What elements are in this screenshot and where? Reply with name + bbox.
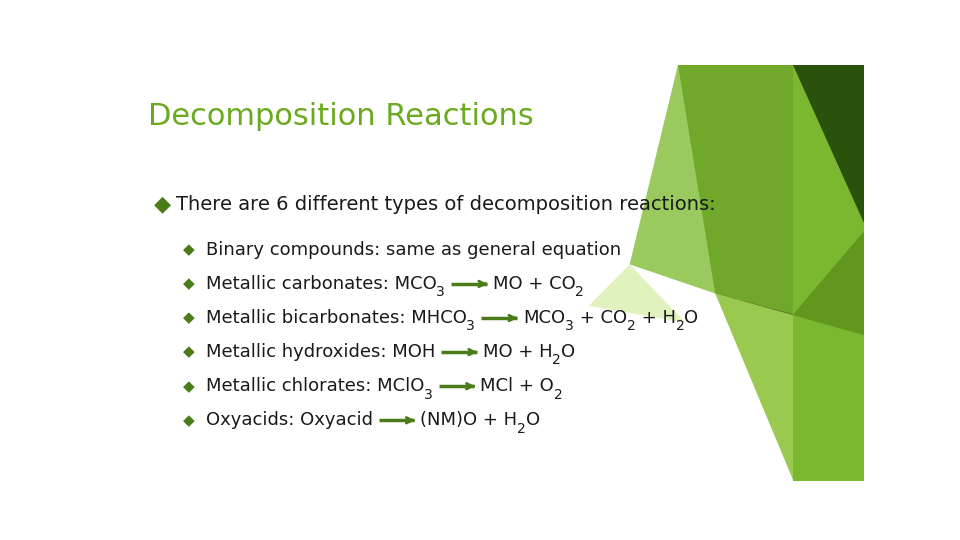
Text: 2: 2 [676,319,684,333]
Polygon shape [630,65,864,314]
Text: ◆: ◆ [183,276,195,292]
Polygon shape [793,65,864,481]
Polygon shape [715,231,864,335]
Text: 2: 2 [552,354,561,367]
Text: Binary compounds: same as general equation: Binary compounds: same as general equati… [205,241,621,259]
Text: 3: 3 [467,319,475,333]
Polygon shape [793,65,864,223]
Text: MO + CO: MO + CO [492,275,575,293]
Text: Oxyacids: Oxyacid: Oxyacids: Oxyacid [205,411,372,429]
Text: ◆: ◆ [154,194,171,214]
Text: MCl + O: MCl + O [480,377,554,395]
Text: 3: 3 [564,319,574,333]
Text: 2: 2 [517,422,526,436]
Text: + CO: + CO [574,309,627,327]
Text: ◆: ◆ [183,413,195,428]
Text: MO + H: MO + H [483,343,552,361]
Text: 2: 2 [627,319,636,333]
Text: Metallic carbonates: MCO: Metallic carbonates: MCO [205,275,436,293]
Text: 2: 2 [575,285,585,299]
Text: O: O [526,411,540,429]
Polygon shape [715,294,864,481]
Text: + H: + H [636,309,676,327]
Text: 2: 2 [554,388,563,402]
Text: ◆: ◆ [183,310,195,326]
Text: Metallic hydroxides: MOH: Metallic hydroxides: MOH [205,343,435,361]
Text: 3: 3 [424,388,433,402]
Polygon shape [678,65,864,335]
Text: ◆: ◆ [183,345,195,360]
Text: ◆: ◆ [183,379,195,394]
Text: Metallic bicarbonates: MHCO: Metallic bicarbonates: MHCO [205,309,467,327]
Polygon shape [588,265,685,322]
Text: O: O [561,343,575,361]
Text: ◆: ◆ [183,242,195,258]
Text: Metallic chlorates: MClO: Metallic chlorates: MClO [205,377,424,395]
Text: 3: 3 [436,285,445,299]
Text: Decomposition Reactions: Decomposition Reactions [148,102,534,131]
Text: There are 6 different types of decomposition reactions:: There are 6 different types of decomposi… [176,194,715,214]
Text: (NM)O + H: (NM)O + H [420,411,517,429]
Text: MCO: MCO [523,309,564,327]
Text: O: O [684,309,699,327]
